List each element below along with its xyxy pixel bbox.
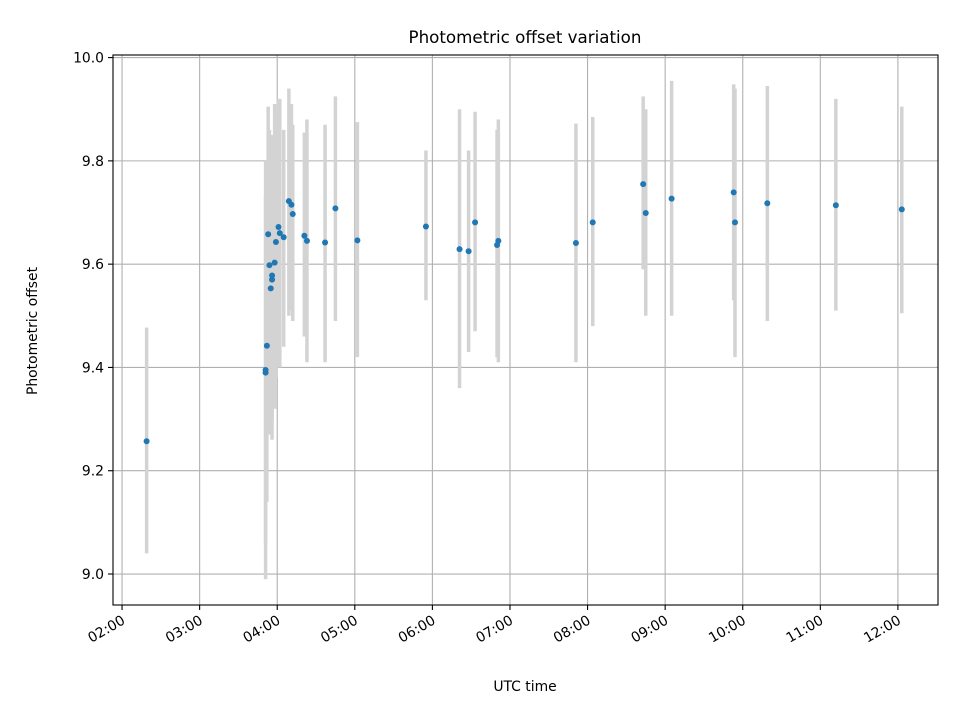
data-point [422,223,429,230]
data-point [832,202,839,209]
data-point [269,272,276,279]
data-point [266,262,273,269]
y-tick-label: 9.2 [82,464,104,480]
data-point [267,285,274,292]
y-tick-label: 9.0 [82,567,104,583]
data-point [271,259,278,266]
data-point [642,210,649,217]
y-tick-label: 10.0 [73,51,104,67]
data-point [288,201,295,208]
data-point [354,237,361,244]
data-point [589,219,596,226]
data-point [465,248,472,255]
data-point [640,181,647,188]
y-tick-label: 9.4 [82,360,104,376]
data-point [472,219,479,226]
x-axis-title: UTC time [493,679,556,695]
data-point [269,276,276,283]
data-point [730,189,737,196]
data-point [265,231,272,238]
data-point [303,237,310,244]
data-point [495,237,502,244]
data-point [280,234,287,241]
data-point [262,367,269,374]
data-point [898,206,905,213]
data-point [272,238,279,245]
data-point [456,246,463,253]
data-point [276,230,283,237]
chart-title: Photometric offset variation [409,27,642,47]
data-point [301,232,308,239]
data-point [275,223,282,230]
plot-area-frame [112,54,939,606]
data-point [143,438,150,445]
data-point [322,239,329,246]
y-tick-label: 9.8 [82,154,104,170]
data-point [263,342,270,349]
y-tick-label: 9.6 [82,257,104,273]
data-point [289,211,296,218]
grid-lines [113,55,938,605]
data-point [731,219,738,226]
data-point [572,239,579,246]
y-axis-title: Photometric offset [25,266,41,395]
data-point [668,195,675,202]
data-point [764,200,771,207]
data-points [143,181,905,445]
data-point [332,205,339,212]
